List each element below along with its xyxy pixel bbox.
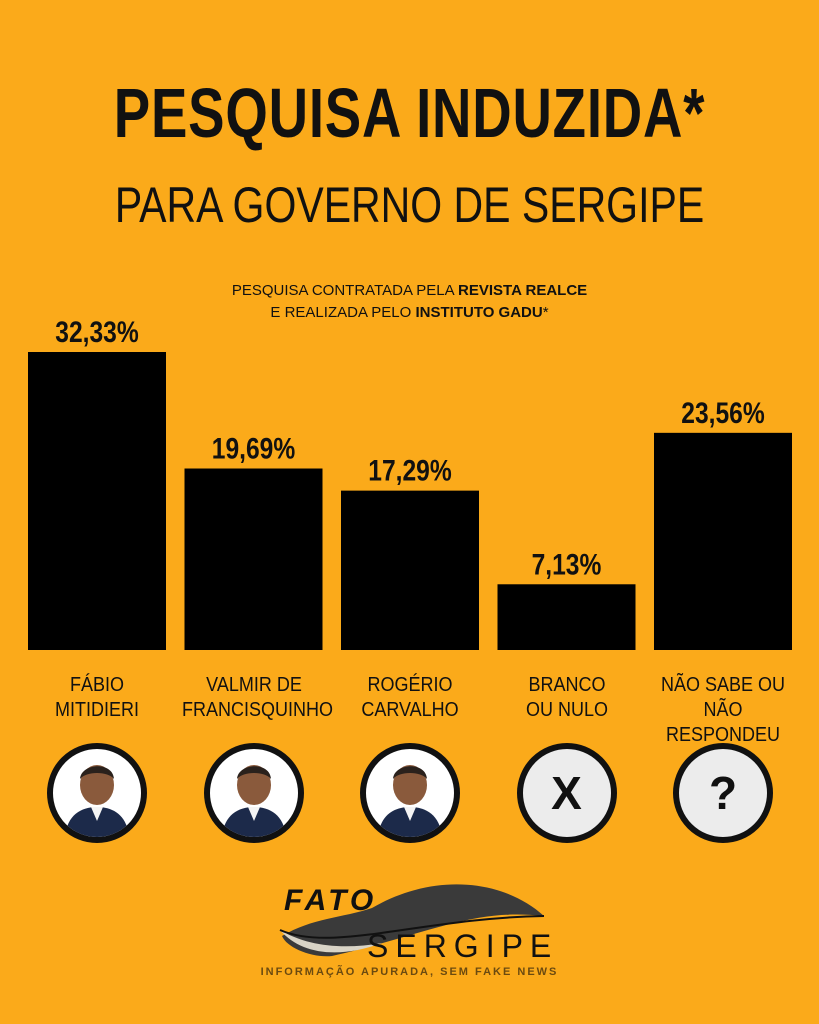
avatar-2 <box>360 743 460 843</box>
bar-1 <box>184 468 323 650</box>
avatar-3: X <box>516 743 617 843</box>
data-label-1: 19,69% <box>212 431 295 465</box>
person-photo-icon <box>221 765 286 837</box>
data-label-4: 23,56% <box>681 395 764 429</box>
bar-2 <box>341 490 479 650</box>
category-label-line: MITIDIERI <box>54 699 140 721</box>
avatar-1 <box>203 743 304 843</box>
source-line-2-suffix: * <box>542 304 549 321</box>
data-label-2: 17,29% <box>368 453 451 487</box>
category-label-line: FRANCISQUINHO <box>181 699 333 721</box>
source-note: PESQUISA CONTRATADA PELA REVISTA REALCE … <box>0 280 819 324</box>
data-label-0: 32,33% <box>55 315 138 349</box>
source-line-2-text: E REALIZADA PELO <box>270 304 416 321</box>
category-label-1: VALMIR DE FRANCISQUINHO <box>181 673 333 723</box>
source-line-2-bold: INSTITUTO GADU <box>415 304 543 321</box>
question-mark-icon: ? <box>708 767 738 819</box>
category-label-line: NÃO RESPONDEU <box>665 699 781 746</box>
source-line-2: E REALIZADA PELO INSTITUTO GADU* <box>0 302 819 324</box>
category-label-line: BRANCO <box>527 674 606 696</box>
page-title: PESQUISA INDUZIDA* <box>113 74 706 152</box>
logo-tagline: INFORMAÇÃO APURADA, SEM FAKE NEWS <box>260 966 559 978</box>
category-label-line: CARVALHO <box>361 699 459 721</box>
bar-0 <box>28 352 166 650</box>
category-label-line: NÃO SABE OU <box>660 674 786 696</box>
logo-word-fato: FATO <box>284 884 378 917</box>
category-label-line: ROGÉRIO <box>367 674 453 696</box>
category-label-2: ROGÉRIO CARVALHO <box>338 673 482 723</box>
avatar-0 <box>47 743 147 843</box>
bar-4 <box>654 432 792 650</box>
logo-word-sergipe: SERGIPE <box>367 928 559 964</box>
source-line-1-bold: REVISTA REALCE <box>458 282 588 299</box>
person-photo-icon <box>378 765 442 837</box>
source-line-1-text: PESQUISA CONTRATADA PELA <box>231 282 458 299</box>
x-icon: X <box>551 767 582 819</box>
logo-mark-icon <box>279 884 545 957</box>
data-label-3: 7,13% <box>532 547 602 581</box>
bar-3 <box>497 584 636 650</box>
category-label-line: FÁBIO <box>69 674 124 696</box>
category-label-3: BRANCO OU NULO <box>495 673 639 723</box>
avatar-4: ? <box>673 743 773 843</box>
person-photo-icon <box>65 765 129 837</box>
page-subtitle: PARA GOVERNO DE SERGIPE <box>114 177 705 233</box>
category-label-0: FÁBIO MITIDIERI <box>25 673 169 723</box>
bar-chart: 32,33% 19,69% 17,29% 7,13% 23,56% <box>28 315 792 650</box>
category-label-4: NÃO SABE OU NÃO RESPONDEU <box>651 673 795 748</box>
source-line-1: PESQUISA CONTRATADA PELA REVISTA REALCE <box>0 280 819 302</box>
category-label-line: OU NULO <box>525 699 608 721</box>
category-label-line: VALMIR DE <box>205 674 302 696</box>
